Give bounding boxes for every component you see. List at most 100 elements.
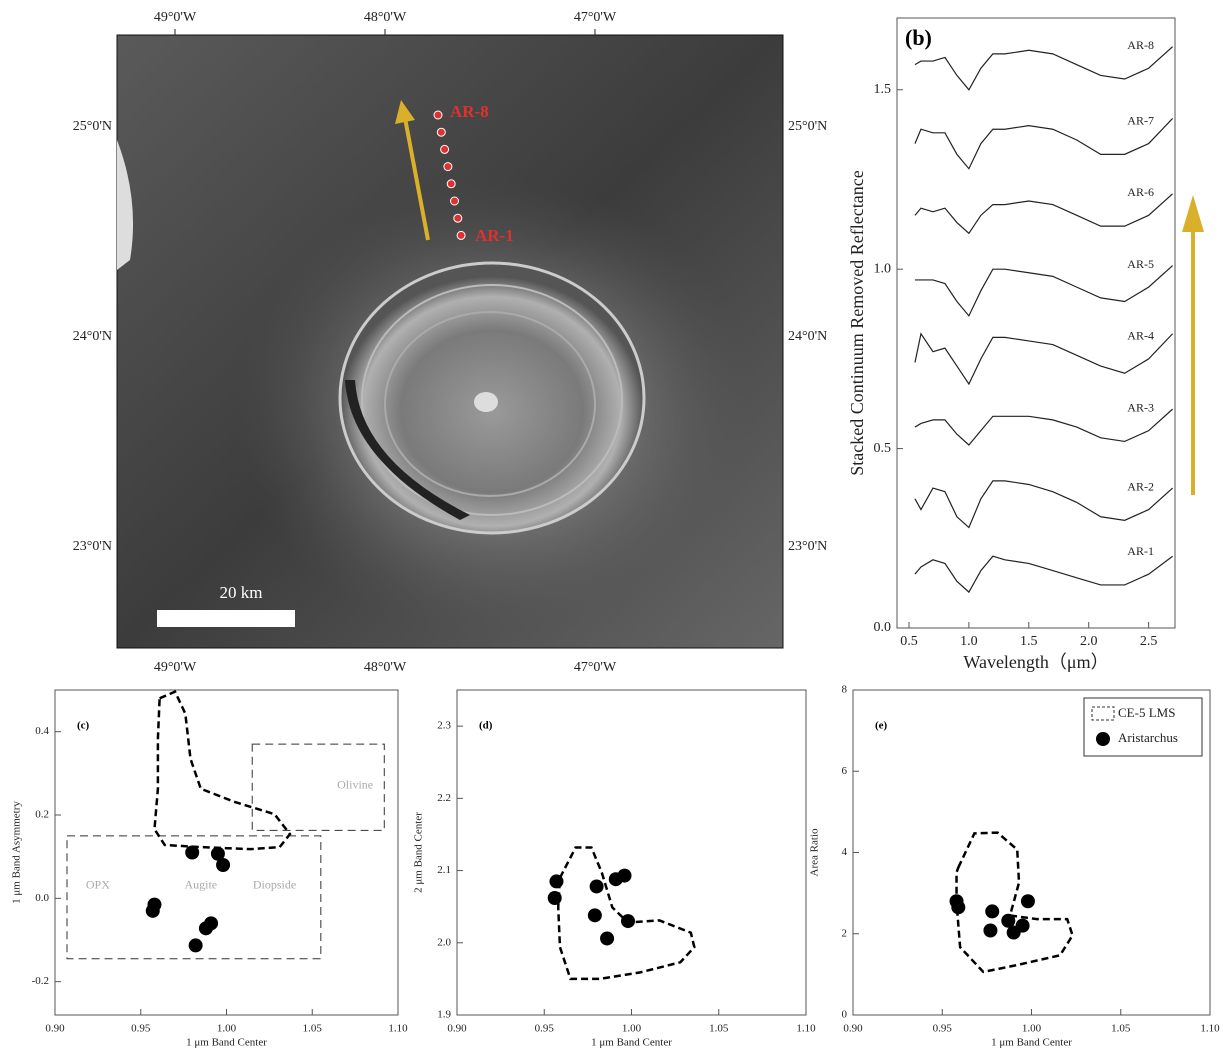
y-tick-label: 2 <box>842 927 848 939</box>
region-label: OPX <box>86 878 110 892</box>
y-tick-label: 2.2 <box>437 792 451 804</box>
sample-point <box>441 145 449 153</box>
point-label: AR-8 <box>450 102 489 121</box>
lon-label: 47°0'W <box>574 660 617 675</box>
y-tick-label: 4 <box>842 846 848 858</box>
lon-label: 47°0'W <box>574 10 617 25</box>
y-tick-label: 2.3 <box>437 720 451 732</box>
x-tick-label: 0.5 <box>900 634 918 649</box>
lat-label: 23°0'N <box>788 539 827 554</box>
plot-frame <box>55 690 398 1015</box>
region-label: Augite <box>184 878 217 892</box>
y-tick-label: 0.4 <box>35 725 49 737</box>
y-tick-label: 2.1 <box>437 864 451 876</box>
scale-bar <box>157 610 295 627</box>
data-point <box>216 858 230 872</box>
figure: 20 km AR-8 AR-1 49°0'W49°0'W48°0'W48°0'W… <box>0 0 1226 1061</box>
plot-frame <box>897 18 1175 628</box>
x-tick-label: 0.95 <box>933 1023 953 1035</box>
data-point <box>189 938 203 952</box>
x-tick-label: 0.95 <box>131 1023 151 1035</box>
y-tick-label: 0.5 <box>874 441 892 456</box>
data-point <box>199 921 213 935</box>
sample-point <box>457 231 465 239</box>
x-axis-label: 1 μm Band Center <box>991 1037 1072 1049</box>
data-point <box>600 931 614 945</box>
data-point <box>951 900 965 914</box>
data-point <box>1021 894 1035 908</box>
data-point <box>1016 919 1030 933</box>
point-label: AR-1 <box>475 226 514 245</box>
x-tick-label: 0.90 <box>843 1023 863 1035</box>
data-point <box>548 891 562 905</box>
series-label: AR-6 <box>1127 185 1154 199</box>
panel-label: (e) <box>875 720 888 732</box>
y-tick-label: 0.0 <box>35 892 49 904</box>
data-point <box>618 869 632 883</box>
series-label: AR-8 <box>1127 38 1154 52</box>
y-tick-label: 8 <box>842 684 848 696</box>
x-tick-label: 0.95 <box>535 1023 555 1035</box>
sample-point <box>454 214 462 222</box>
sample-point <box>447 180 455 188</box>
chart: 0.900.951.001.051.101.92.02.12.22.31 μm … <box>413 690 817 1049</box>
data-point <box>185 846 199 860</box>
y-axis-label: Stacked Continuum Removed Reflectance <box>847 170 867 475</box>
spectrum-line <box>915 409 1173 445</box>
lat-label: 23°0'N <box>73 539 112 554</box>
x-tick-label: 2.0 <box>1080 634 1098 649</box>
data-point <box>621 914 635 928</box>
x-axis-label: 1 μm Band Center <box>591 1037 672 1049</box>
lat-label: 24°0'N <box>73 329 112 344</box>
spectrum-line <box>915 266 1173 316</box>
region-label: Diopside <box>253 878 296 892</box>
y-tick-label: 0 <box>842 1009 848 1021</box>
chart: 0.90 0.95 1.00 1.05 1.10 -0.2 0.0 0.2 0.4 1 μm Ba… <box>11 690 409 1049</box>
sample-point <box>444 163 452 171</box>
series-label: AR-5 <box>1127 257 1154 271</box>
sample-point <box>437 128 445 136</box>
x-axis-label: Wavelength（μm） <box>963 652 1108 672</box>
x-axis-label: 1 μm Band Center <box>186 1037 267 1049</box>
chart: 0.90 0.95 1.00 1.05 1.10 0 2 4 6 8 1 μm Band Cente… <box>809 684 1221 1049</box>
x-tick-label: 1.10 <box>1200 1023 1220 1035</box>
x-tick-label: 1.00 <box>622 1023 642 1035</box>
data-point <box>549 874 563 888</box>
y-tick-label: 0.2 <box>35 809 49 821</box>
lms-outline <box>558 847 694 978</box>
series-label: AR-2 <box>1127 479 1154 493</box>
x-tick-label: 2.5 <box>1140 634 1158 649</box>
arrow-head <box>1182 195 1204 232</box>
lon-label: 49°0'W <box>154 660 197 675</box>
y-axis-label: Area Ratio <box>809 828 821 876</box>
y-tick-label: 0.0 <box>874 620 892 635</box>
legend-label: CE-5 LMS <box>1118 705 1175 720</box>
legend-label: Aristarchus <box>1118 730 1178 745</box>
x-tick-label: 1.00 <box>1022 1023 1042 1035</box>
panel-label: (d) <box>479 720 493 732</box>
lon-label: 49°0'W <box>154 10 197 25</box>
data-point <box>590 879 604 893</box>
x-tick-label: 1.0 <box>960 634 978 649</box>
y-tick-label: -0.2 <box>32 975 49 987</box>
chart: 0.51.01.52.02.50.00.51.01.5Wavelength（μm… <box>847 18 1175 672</box>
x-tick-label: 1.05 <box>709 1023 729 1035</box>
y-tick-label: 1.0 <box>874 261 892 276</box>
series-label: AR-4 <box>1127 329 1154 343</box>
x-tick-label: 0.90 <box>447 1023 467 1035</box>
sample-point <box>434 111 442 119</box>
lms-outline <box>154 692 289 850</box>
y-tick-label: 6 <box>842 765 848 777</box>
x-tick-label: 1.05 <box>1111 1023 1131 1035</box>
sample-point <box>451 197 459 205</box>
data-point <box>983 924 997 938</box>
x-tick-label: 1.00 <box>217 1023 237 1035</box>
y-tick-label: 1.9 <box>437 1009 451 1021</box>
x-tick-label: 0.90 <box>45 1023 65 1035</box>
lat-label: 25°0'N <box>73 119 112 134</box>
series-label: AR-1 <box>1127 544 1154 558</box>
lon-label: 48°0'W <box>364 10 407 25</box>
x-tick-label: 1.10 <box>388 1023 408 1035</box>
panel-label: (b) <box>905 25 932 50</box>
x-tick-label: 1.05 <box>303 1023 323 1035</box>
